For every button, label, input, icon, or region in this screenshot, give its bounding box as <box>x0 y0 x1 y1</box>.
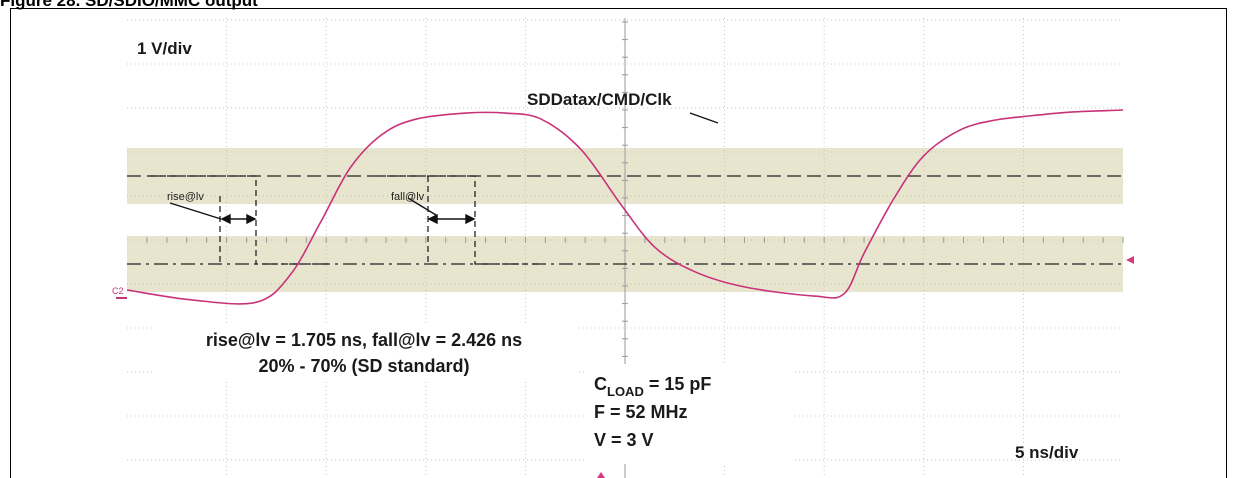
fall-marker-label: fall@lv <box>391 191 425 203</box>
waveform-trace <box>127 109 1123 305</box>
load-capacitance: CLOAD = 15 pF <box>594 374 711 399</box>
signal-name-label: SDDatax/CMD/Clk <box>527 90 672 109</box>
conditions-box <box>585 364 795 464</box>
channel-marker: C2 <box>112 286 124 296</box>
rise-cursor-upper <box>150 175 330 265</box>
trigger-level-marker <box>1126 256 1134 264</box>
signal-label-pointer <box>689 112 719 124</box>
rise-marker-label: rise@lv <box>167 191 204 203</box>
figure-title: Figure 28. SD/SDIO/MMC output <box>0 0 258 10</box>
volt-scale-label: 1 V/div <box>137 39 192 58</box>
measurement-arrows <box>169 197 476 225</box>
measurement-cursors <box>150 175 540 265</box>
fall-cursor <box>380 175 540 265</box>
supply-voltage: V = 3 V <box>594 430 654 450</box>
measurement-standard: 20% - 70% (SD standard) <box>258 356 469 376</box>
frequency: F = 52 MHz <box>594 402 688 422</box>
figure-frame <box>10 8 1227 478</box>
measurement-box <box>152 326 576 380</box>
time-scale-label: 5 ns/div <box>1015 443 1079 462</box>
trigger-position-marker <box>597 472 605 478</box>
measurement-values: rise@lv = 1.705 ns, fall@lv = 2.426 ns <box>206 330 522 350</box>
